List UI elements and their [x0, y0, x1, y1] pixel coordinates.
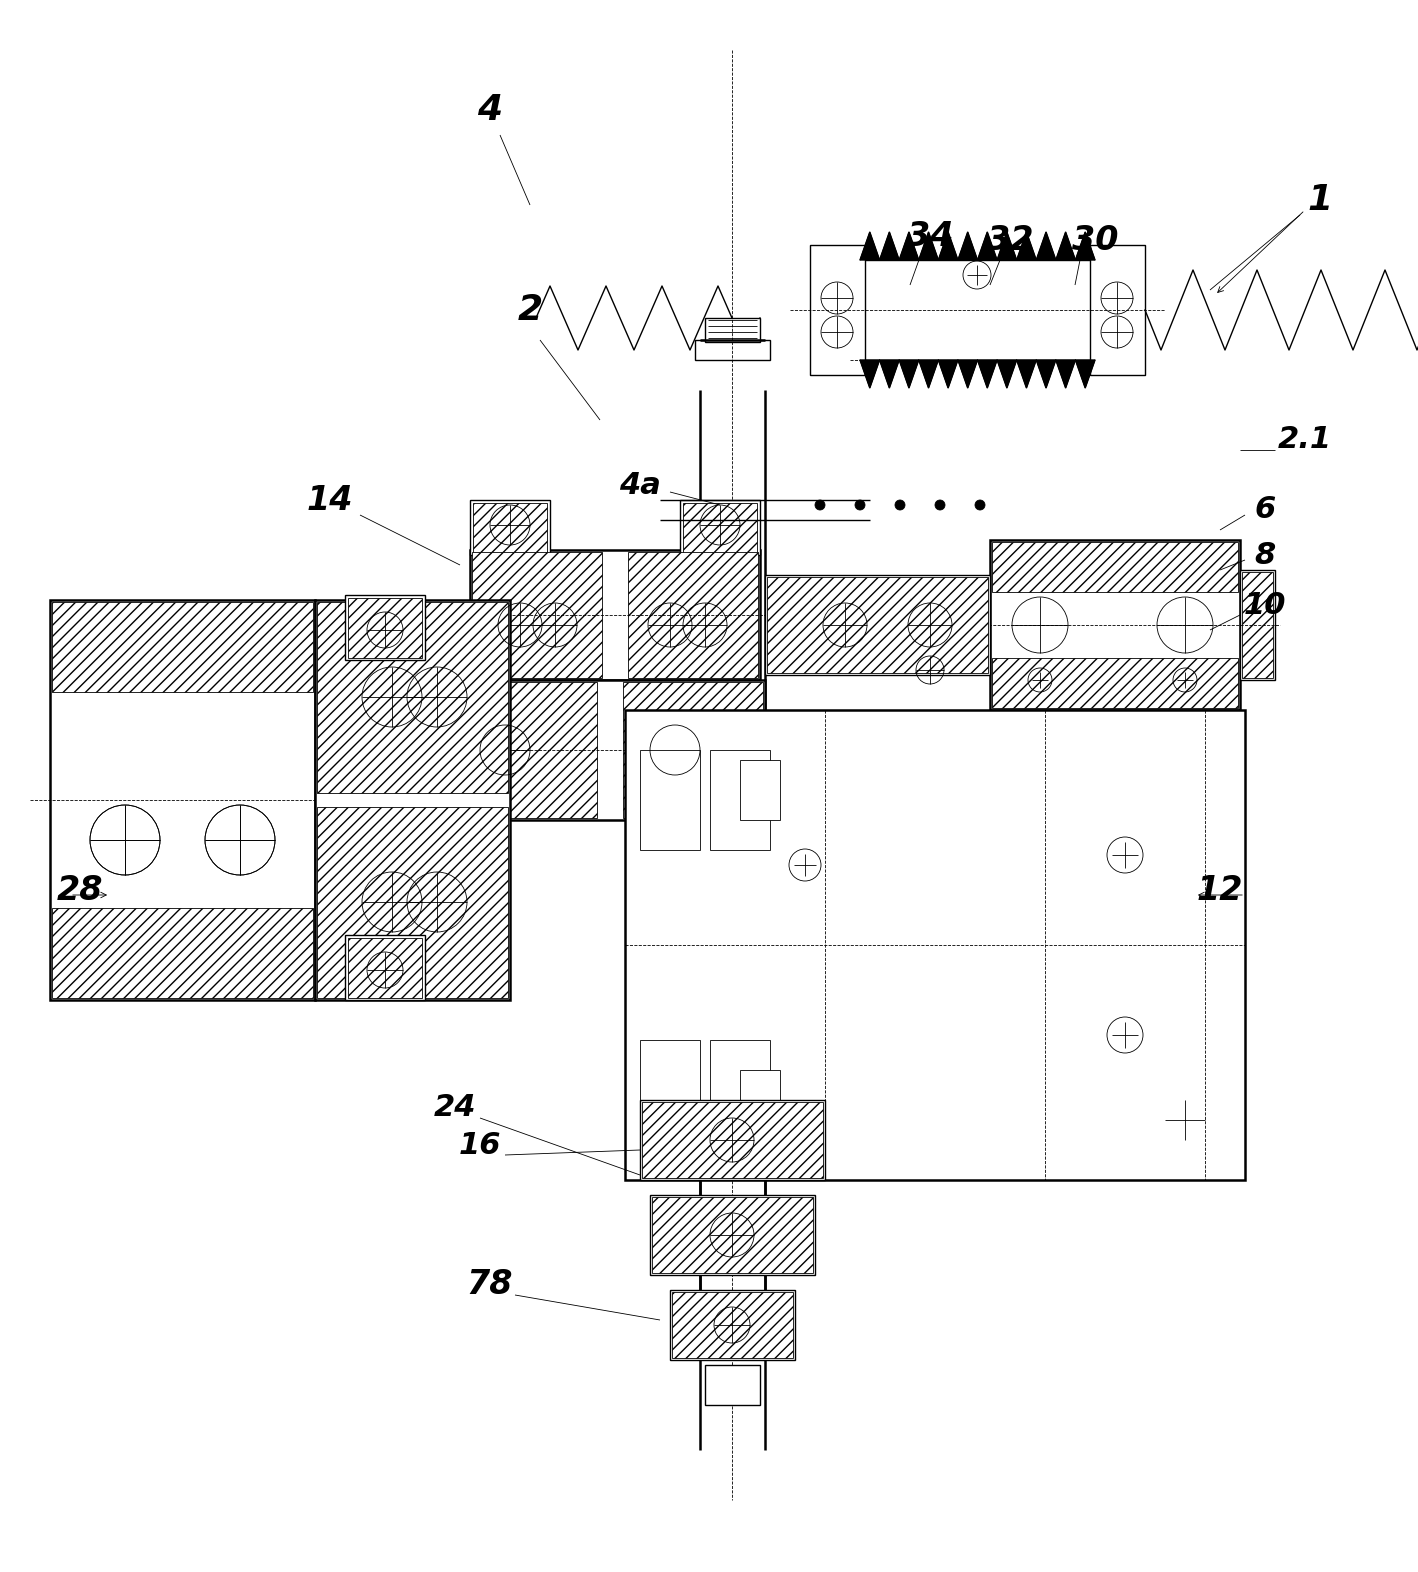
Text: 12: 12	[1197, 874, 1244, 907]
Polygon shape	[1075, 360, 1095, 388]
Circle shape	[934, 500, 944, 509]
Bar	[318, 806, 508, 998]
Circle shape	[976, 500, 986, 509]
Bar	[347, 597, 423, 659]
Bar	[810, 245, 865, 376]
Polygon shape	[1037, 233, 1056, 259]
Bar	[740, 759, 780, 821]
Bar	[345, 594, 425, 660]
Polygon shape	[899, 233, 919, 259]
Text: 6: 6	[1255, 495, 1276, 525]
Bar	[640, 750, 700, 850]
Bar	[705, 1364, 760, 1405]
Text: 1: 1	[1307, 182, 1333, 217]
Bar	[993, 659, 1238, 707]
Text: 28: 28	[57, 874, 104, 907]
Bar	[810, 245, 865, 376]
Bar	[52, 602, 313, 692]
Bar	[681, 500, 760, 555]
Circle shape	[895, 500, 905, 509]
Bar	[705, 318, 760, 343]
Bar	[1239, 571, 1275, 681]
Text: 10: 10	[1244, 591, 1286, 619]
Bar	[474, 503, 547, 553]
Polygon shape	[859, 233, 879, 259]
Polygon shape	[959, 233, 977, 259]
Polygon shape	[959, 360, 977, 388]
Bar	[625, 711, 1245, 1181]
Text: 2.1: 2.1	[1278, 426, 1332, 454]
Bar	[1090, 245, 1144, 376]
Polygon shape	[879, 233, 899, 259]
Polygon shape	[997, 360, 1017, 388]
Bar	[472, 552, 603, 678]
Bar	[740, 1071, 780, 1130]
Bar	[669, 1291, 795, 1360]
Bar	[859, 259, 1095, 360]
Bar	[1090, 245, 1144, 376]
Polygon shape	[1017, 233, 1037, 259]
Bar	[993, 542, 1238, 593]
Text: 24: 24	[434, 1094, 476, 1122]
Bar	[649, 1195, 815, 1275]
Text: 4: 4	[478, 93, 502, 127]
Polygon shape	[1017, 360, 1037, 388]
Bar	[457, 682, 597, 817]
Circle shape	[815, 500, 825, 509]
Polygon shape	[859, 360, 879, 388]
Polygon shape	[879, 360, 899, 388]
Text: 34: 34	[906, 220, 953, 253]
Bar	[710, 1041, 770, 1140]
Bar	[672, 1292, 793, 1358]
Polygon shape	[1075, 233, 1095, 259]
Polygon shape	[919, 360, 939, 388]
Bar	[683, 503, 757, 553]
Bar	[318, 602, 508, 792]
Bar	[767, 577, 988, 673]
Bar	[695, 340, 770, 360]
Bar	[469, 550, 760, 681]
Polygon shape	[1056, 360, 1075, 388]
Bar	[642, 1102, 822, 1177]
Bar	[710, 750, 770, 850]
Polygon shape	[939, 233, 959, 259]
Bar	[345, 935, 425, 1000]
Text: 8: 8	[1255, 541, 1276, 569]
Bar	[1242, 572, 1273, 678]
Bar	[628, 552, 759, 678]
Bar	[990, 541, 1239, 711]
Polygon shape	[919, 233, 939, 259]
Polygon shape	[977, 360, 997, 388]
Bar	[52, 909, 313, 998]
Bar	[315, 601, 510, 1000]
Text: 30: 30	[1072, 223, 1119, 256]
Text: 32: 32	[987, 223, 1034, 256]
Polygon shape	[899, 360, 919, 388]
Polygon shape	[997, 233, 1017, 259]
Bar	[469, 500, 550, 555]
Text: 2: 2	[518, 292, 543, 327]
Bar	[652, 1196, 813, 1273]
Bar	[623, 682, 763, 817]
Bar	[640, 1041, 700, 1140]
Bar	[859, 259, 1095, 360]
Polygon shape	[939, 360, 959, 388]
Polygon shape	[1037, 360, 1056, 388]
Bar	[640, 1100, 825, 1181]
Bar	[347, 938, 423, 998]
Polygon shape	[1056, 233, 1075, 259]
Circle shape	[855, 500, 865, 509]
Text: 78: 78	[467, 1269, 513, 1302]
Bar	[764, 575, 990, 674]
Text: 16: 16	[459, 1130, 501, 1160]
Text: 14: 14	[306, 484, 353, 517]
Bar	[455, 681, 764, 821]
Text: 4a: 4a	[620, 470, 661, 500]
Bar	[50, 601, 315, 1000]
Polygon shape	[977, 233, 997, 259]
